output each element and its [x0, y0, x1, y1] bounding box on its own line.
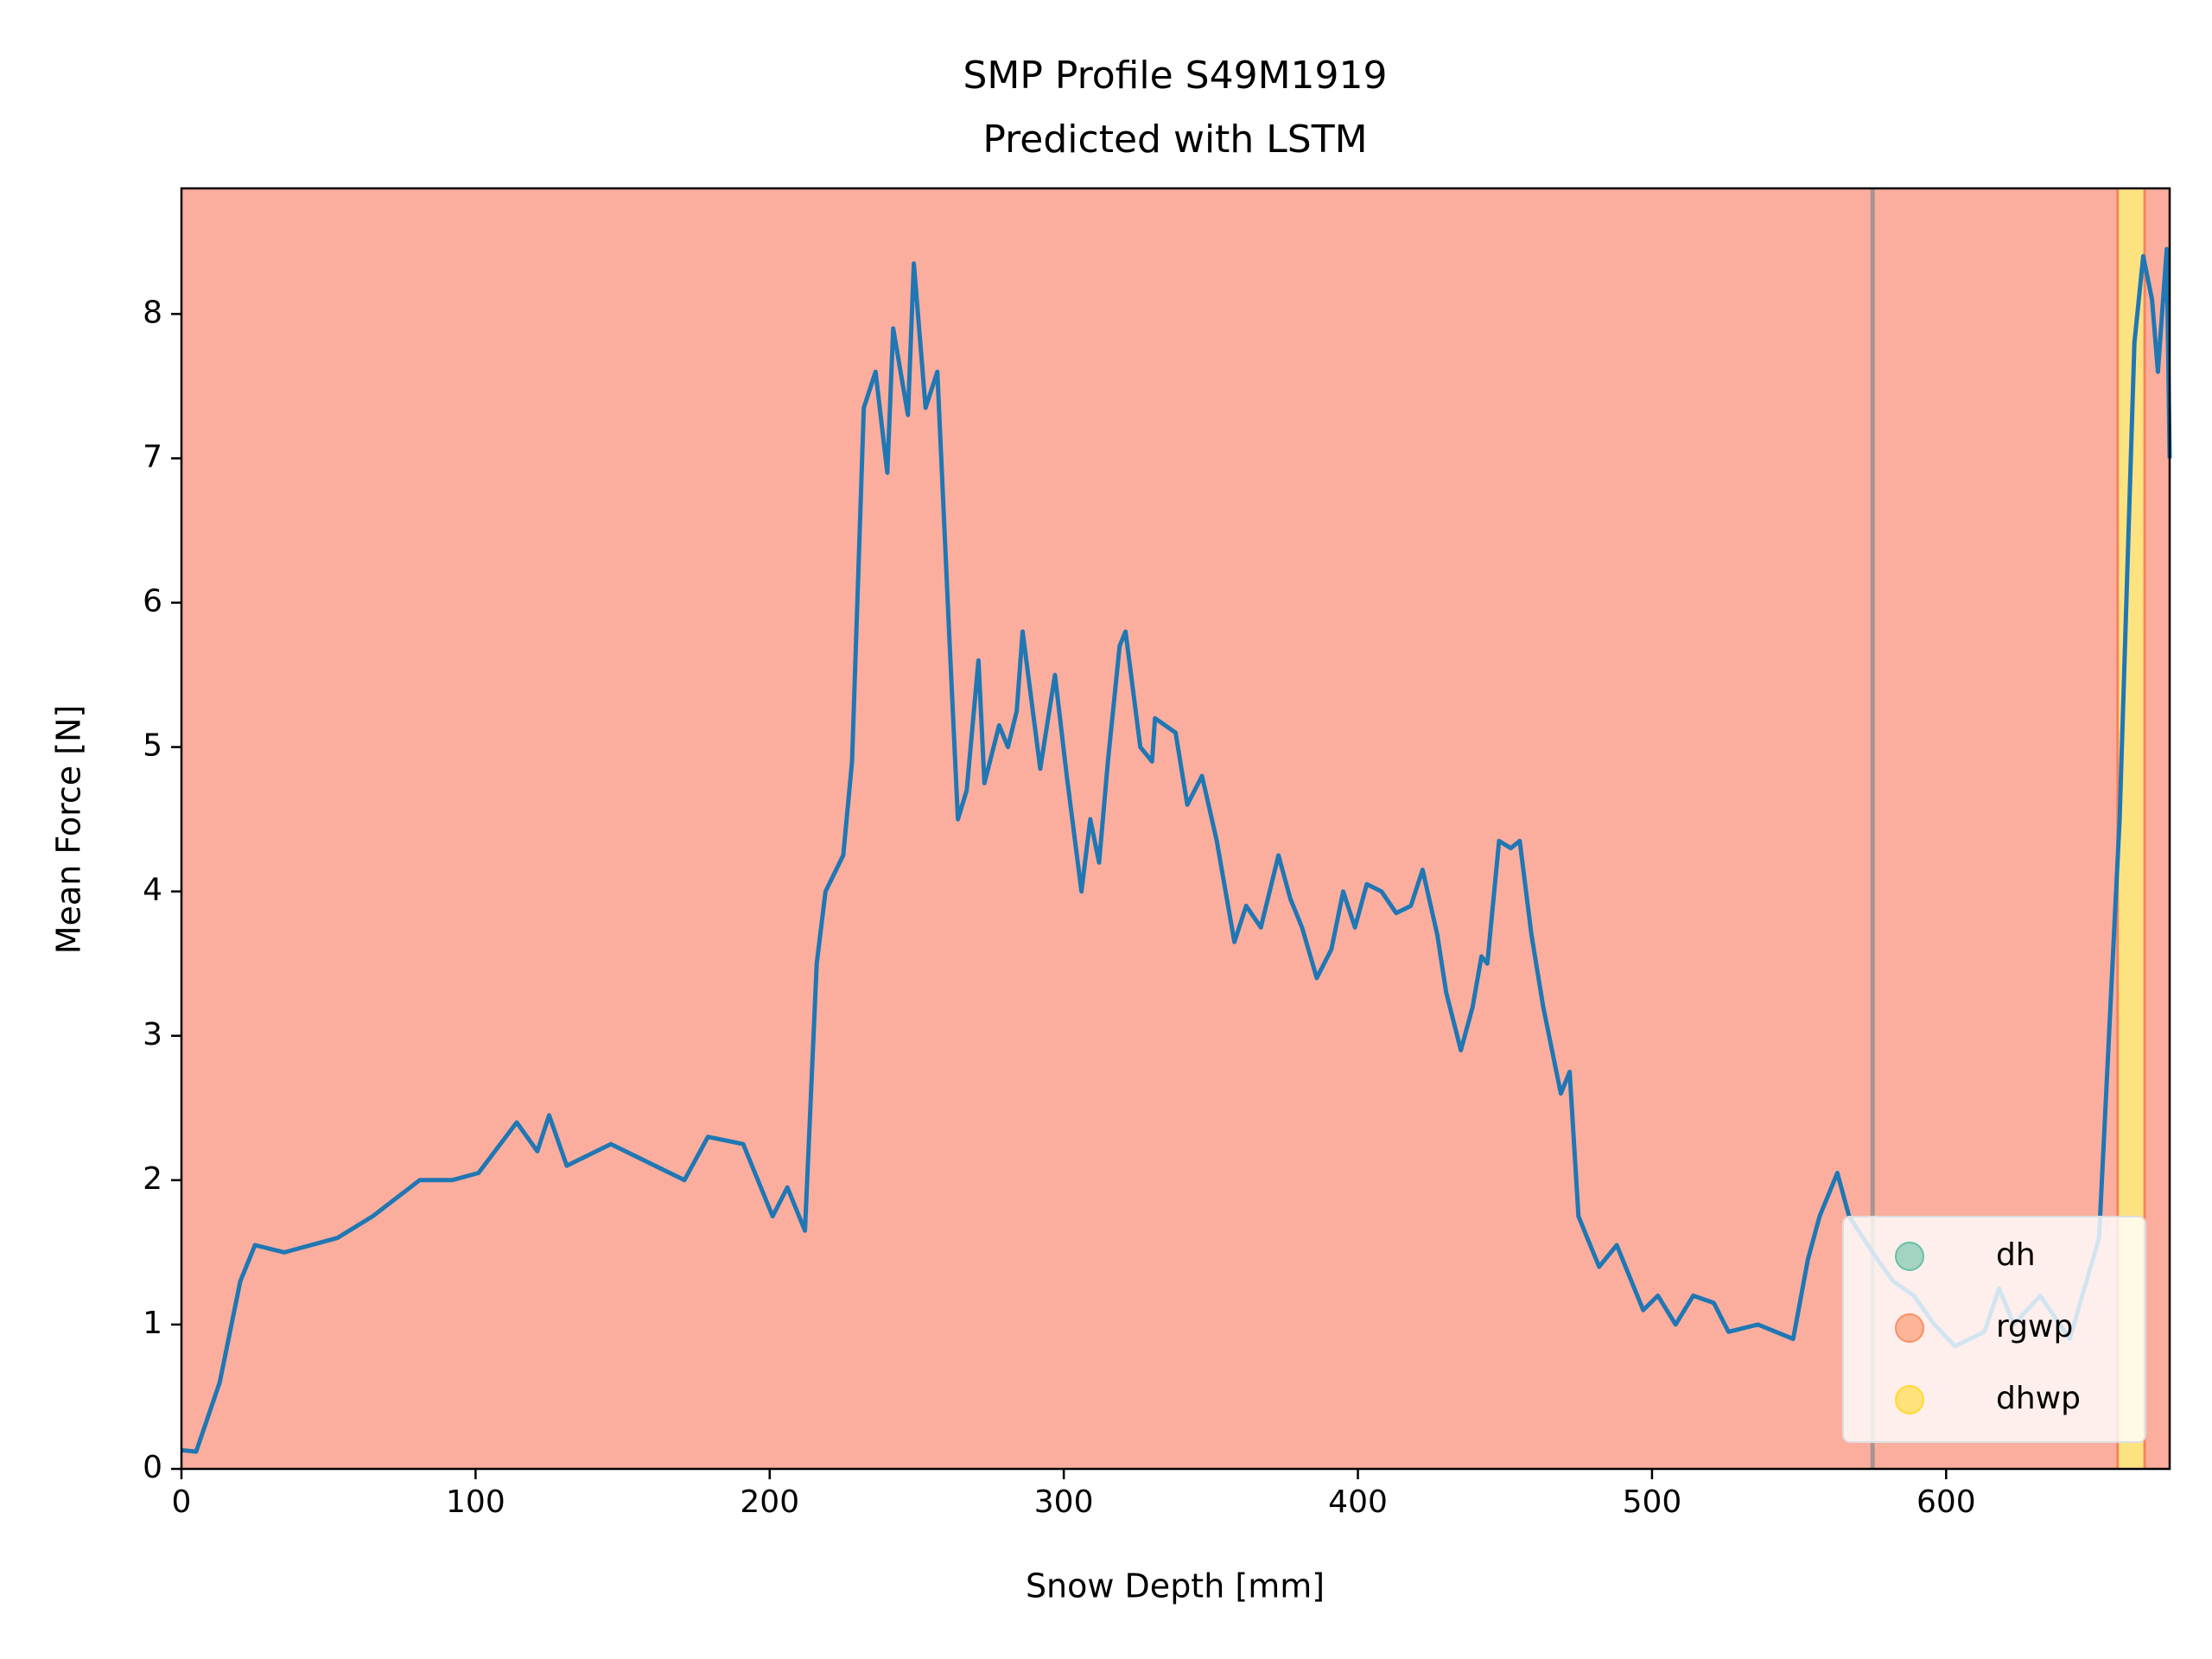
y-tick-label: 8 — [143, 295, 162, 330]
x-tick-label: 100 — [446, 1484, 505, 1520]
x-tick-label: 500 — [1623, 1484, 1682, 1520]
y-tick-label: 6 — [143, 584, 162, 620]
chart-title: SMP Profile S49M1919 — [963, 54, 1387, 98]
x-tick-label: 300 — [1034, 1484, 1094, 1520]
legend-label: dh — [1996, 1237, 2036, 1273]
legend-label: dhwp — [1996, 1381, 2081, 1416]
plot-frame — [180, 187, 2171, 1471]
y-tick-label: 2 — [143, 1161, 162, 1197]
legend-label: rgwp — [1996, 1309, 2073, 1344]
y-tick-label: 1 — [143, 1306, 162, 1341]
x-tick-label: 600 — [1916, 1484, 1976, 1520]
x-tick-label: 400 — [1328, 1484, 1388, 1520]
data-line — [181, 246, 2172, 1454]
y-axis-label: Mean Force [N] — [50, 705, 88, 955]
x-tick-label: 200 — [740, 1484, 799, 1520]
legend-marker — [1895, 1313, 1924, 1343]
legend-marker — [1895, 1242, 1924, 1271]
legend-marker — [1895, 1385, 1924, 1414]
legend-box — [1842, 1216, 2146, 1443]
y-tick-label: 7 — [143, 439, 162, 474]
y-tick-label: 5 — [143, 728, 162, 764]
x-tick-label: 0 — [172, 1484, 192, 1520]
x-axis-label: Snow Depth [mm] — [1026, 1567, 1325, 1605]
class-span — [2145, 188, 2170, 1469]
chart-subtitle: Predicted with LSTM — [982, 118, 1367, 162]
y-tick-label: 4 — [143, 873, 162, 908]
class-span — [181, 188, 2118, 1469]
y-tick-label: 3 — [143, 1017, 162, 1052]
y-tick-label: 0 — [143, 1450, 162, 1485]
